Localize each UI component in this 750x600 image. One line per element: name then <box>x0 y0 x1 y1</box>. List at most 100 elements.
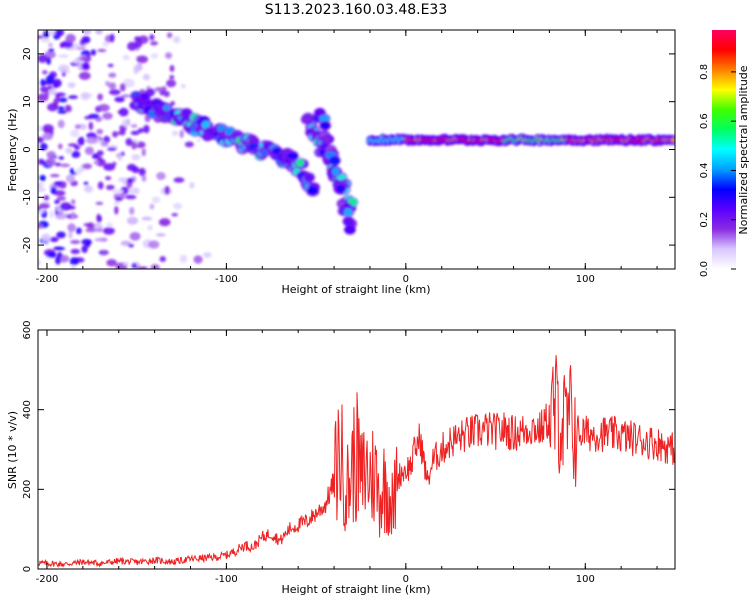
heatmap-cell <box>307 186 318 195</box>
heatmap-cell <box>38 187 46 193</box>
heatmap-cell <box>78 71 91 81</box>
snr-ylabel: SNR (10 * v/v) <box>6 411 19 489</box>
heatmap-cell <box>125 194 137 200</box>
heatmap-cell <box>169 75 175 80</box>
heatmap-cell <box>98 103 110 112</box>
heatmap-cell <box>57 110 68 114</box>
heatmap-cell <box>48 42 53 48</box>
heatmap-cell <box>166 79 177 88</box>
heatmap-cell <box>118 130 126 136</box>
heatmap-cell <box>129 206 135 215</box>
heatmap-cell <box>143 124 150 134</box>
heatmap-cell <box>54 199 60 205</box>
colorbar-tick-label: 0.0 <box>699 261 710 277</box>
heatmap-cell <box>80 124 87 131</box>
heatmap-cell <box>117 177 128 183</box>
heatmap-cell <box>70 248 81 255</box>
heatmap-cell <box>179 129 184 139</box>
heatmap-cell <box>67 82 76 88</box>
heatmap-cell <box>43 195 50 201</box>
heatmap-cell <box>38 54 48 63</box>
heatmap-cell <box>142 73 151 81</box>
heatmap-cell <box>184 141 194 148</box>
heatmap-cell <box>71 150 81 159</box>
heatmap-cell <box>102 112 113 120</box>
heatmap-cell <box>85 137 98 144</box>
heatmap-cell <box>164 185 171 195</box>
heatmap-cell <box>38 209 45 214</box>
heatmap-cell <box>97 181 104 190</box>
heatmap-cell <box>57 106 65 111</box>
y-tick-label: 20 <box>22 48 33 61</box>
heatmap-cell <box>149 203 155 210</box>
heatmap-cell <box>65 33 76 43</box>
heatmap-cell <box>128 243 134 248</box>
heatmap-cell <box>95 228 104 232</box>
heatmap-cell <box>166 32 173 39</box>
snr-xlabel: Height of straight line (km) <box>281 583 430 596</box>
heatmap-cell <box>141 174 147 182</box>
heatmap-cell <box>67 143 78 147</box>
x-tick-label: -200 <box>36 574 59 585</box>
heatmap-cell <box>320 121 330 130</box>
heatmap-cell <box>344 225 356 234</box>
heatmap-cell <box>49 210 54 219</box>
heatmap-cell <box>86 132 97 139</box>
heatmap-cell <box>105 176 112 181</box>
heatmap-cell <box>117 156 123 162</box>
heatmap-cell <box>125 138 133 146</box>
heatmap-cell <box>172 36 181 44</box>
heatmap-cell <box>40 78 46 87</box>
heatmap-cell <box>49 88 57 96</box>
heatmap-cell <box>53 181 63 187</box>
heatmap-cell <box>112 131 119 138</box>
heatmap-cell <box>70 239 81 245</box>
heatmap-cell <box>107 63 114 68</box>
heatmap-cell <box>48 48 55 53</box>
heatmap-cell <box>114 96 125 103</box>
colorbar-gradient <box>712 30 736 269</box>
heatmap-cell <box>170 101 176 106</box>
heatmap-cell <box>108 82 117 90</box>
heatmap-cell <box>148 240 160 249</box>
heatmap-cell <box>84 146 94 156</box>
heatmap-cell <box>38 35 44 39</box>
heatmap-cell <box>79 56 92 62</box>
heatmap-cell <box>95 158 106 167</box>
y-tick-label: 0 <box>22 566 33 572</box>
colorbar-tick-label: 0.2 <box>699 212 710 228</box>
heatmap-cell <box>38 223 44 229</box>
heatmap-cell <box>150 41 158 46</box>
heatmap-cell <box>72 58 83 64</box>
heatmap-cell <box>133 65 139 74</box>
spectrogram-ylabel: Frequency (Hz) <box>6 109 19 192</box>
heatmap-cell <box>203 251 212 259</box>
heatmap-cell <box>108 72 117 78</box>
heatmap-cell <box>46 56 52 65</box>
heatmap-cell <box>64 104 72 112</box>
x-tick-label: 0 <box>403 574 409 585</box>
heatmap-cell <box>136 55 149 64</box>
heatmap-cell <box>100 250 107 256</box>
heatmap-cell <box>109 33 115 43</box>
heatmap-cell <box>38 203 50 209</box>
colorbar: 0.0 0.2 0.4 0.6 0.8 Normalized spectral ampl… <box>699 30 750 277</box>
colorbar-label: Normalized spectral amplitude <box>737 65 750 234</box>
colorbar-tick-label: 0.4 <box>699 162 710 178</box>
heatmap-cell <box>173 202 183 210</box>
snr-panel: -200 -100 0 100 0 200 400 600 Height of straigh… <box>6 320 676 596</box>
heatmap-cell <box>114 205 119 215</box>
heatmap-cell <box>40 86 49 93</box>
heatmap-cell <box>134 187 140 195</box>
heatmap-cell <box>147 225 153 231</box>
x-tick-label: -100 <box>215 574 238 585</box>
heatmap-cell <box>155 233 166 237</box>
heatmap-cell <box>151 196 161 204</box>
heatmap-cell <box>287 153 298 159</box>
heatmap-cell <box>53 247 66 251</box>
snr-frame <box>37 329 676 570</box>
heatmap-cell <box>88 113 100 119</box>
heatmap-cell <box>44 50 56 59</box>
y-tick-label: 200 <box>22 480 33 499</box>
heatmap-cell <box>179 254 188 263</box>
